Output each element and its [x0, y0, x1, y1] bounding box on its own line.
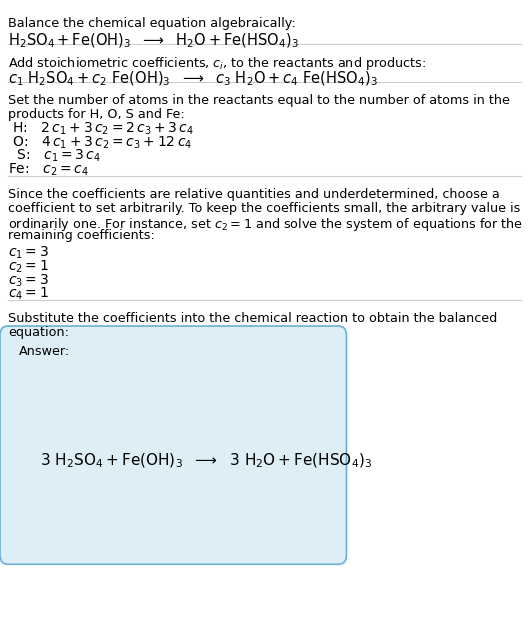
Text: S:   $c_1 = 3\,c_4$: S: $c_1 = 3\,c_4$: [8, 148, 101, 164]
Text: Add stoichiometric coefficients, $c_i$, to the reactants and products:: Add stoichiometric coefficients, $c_i$, …: [8, 55, 426, 71]
Text: Substitute the coefficients into the chemical reaction to obtain the balanced: Substitute the coefficients into the che…: [8, 312, 497, 325]
Text: Set the number of atoms in the reactants equal to the number of atoms in the: Set the number of atoms in the reactants…: [8, 94, 510, 107]
Text: products for H, O, S and Fe:: products for H, O, S and Fe:: [8, 108, 185, 121]
Text: $c_1 = 3$: $c_1 = 3$: [8, 245, 49, 261]
Text: H:   $2\,c_1 + 3\,c_2 = 2\,c_3 + 3\,c_4$: H: $2\,c_1 + 3\,c_2 = 2\,c_3 + 3\,c_4$: [8, 120, 194, 137]
Text: Since the coefficients are relative quantities and underdetermined, choose a: Since the coefficients are relative quan…: [8, 188, 500, 201]
Text: O:   $4\,c_1 + 3\,c_2 = c_3 + 12\,c_4$: O: $4\,c_1 + 3\,c_2 = c_3 + 12\,c_4$: [8, 134, 192, 150]
Text: $c_1\ \mathrm{H_2SO_4} + c_2\ \mathrm{Fe(OH)_3}$  $\longrightarrow$  $c_3\ \math: $c_1\ \mathrm{H_2SO_4} + c_2\ \mathrm{Fe…: [8, 70, 378, 88]
Text: Answer:: Answer:: [19, 345, 70, 358]
Text: $c_4 = 1$: $c_4 = 1$: [8, 286, 49, 302]
Text: equation:: equation:: [8, 326, 69, 339]
Text: $3\ \mathrm{H_2SO_4} + \mathrm{Fe(OH)_3}$  $\longrightarrow$  $3\ \mathrm{H_2O} : $3\ \mathrm{H_2SO_4} + \mathrm{Fe(OH)_3}…: [40, 451, 372, 470]
FancyBboxPatch shape: [0, 326, 346, 564]
Text: $c_3 = 3$: $c_3 = 3$: [8, 272, 49, 288]
Text: Fe:   $c_2 = c_4$: Fe: $c_2 = c_4$: [8, 162, 89, 178]
Text: remaining coefficients:: remaining coefficients:: [8, 229, 155, 243]
Text: $\mathrm{H_2SO_4 + Fe(OH)_3}$  $\longrightarrow$  $\mathrm{H_2O + Fe(HSO_4)_3}$: $\mathrm{H_2SO_4 + Fe(OH)_3}$ $\longrigh…: [8, 31, 299, 50]
Text: $c_2 = 1$: $c_2 = 1$: [8, 258, 49, 275]
Text: coefficient to set arbitrarily. To keep the coefficients small, the arbitrary va: coefficient to set arbitrarily. To keep …: [8, 202, 521, 215]
Text: Balance the chemical equation algebraically:: Balance the chemical equation algebraica…: [8, 17, 296, 30]
Text: ordinarily one. For instance, set $c_2 = 1$ and solve the system of equations fo: ordinarily one. For instance, set $c_2 =…: [8, 216, 523, 233]
